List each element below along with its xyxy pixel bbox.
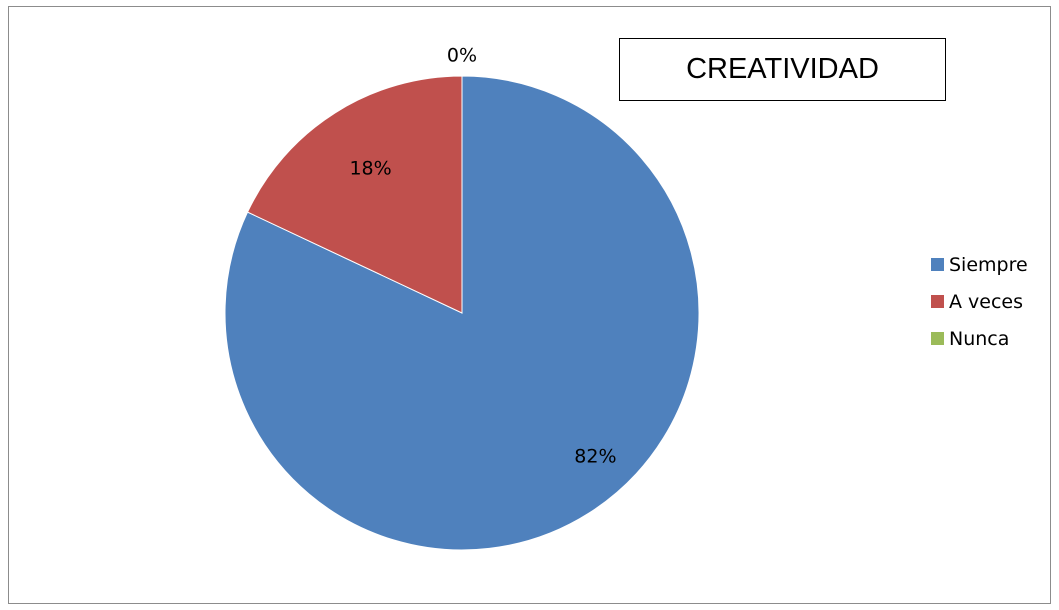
legend-swatch-nunca [931, 332, 944, 345]
legend-item-a-veces: A veces [931, 287, 1028, 316]
legend-label-siempre: Siempre [949, 253, 1028, 276]
legend-swatch-a-veces [931, 295, 944, 308]
data-label-siempre: 82% [574, 446, 616, 468]
legend-label-a-veces: A veces [949, 290, 1024, 313]
legend-swatch-siempre [931, 258, 944, 271]
pie-data-labels: 82% 18% 0% [349, 45, 616, 468]
legend-item-siempre: Siempre [931, 250, 1028, 279]
legend-item-nunca: Nunca [931, 324, 1028, 353]
pie-slice-siempre [224, 75, 700, 551]
pie-slice-a-veces [246, 75, 463, 314]
chart-legend: Siempre A veces Nunca [931, 250, 1028, 361]
pie-slices [224, 75, 700, 551]
data-label-a-veces: 18% [349, 157, 391, 179]
data-label-nunca: 0% [447, 45, 477, 67]
legend-label-nunca: Nunca [949, 327, 1010, 350]
chart-title: CREATIVIDAD [619, 38, 946, 101]
